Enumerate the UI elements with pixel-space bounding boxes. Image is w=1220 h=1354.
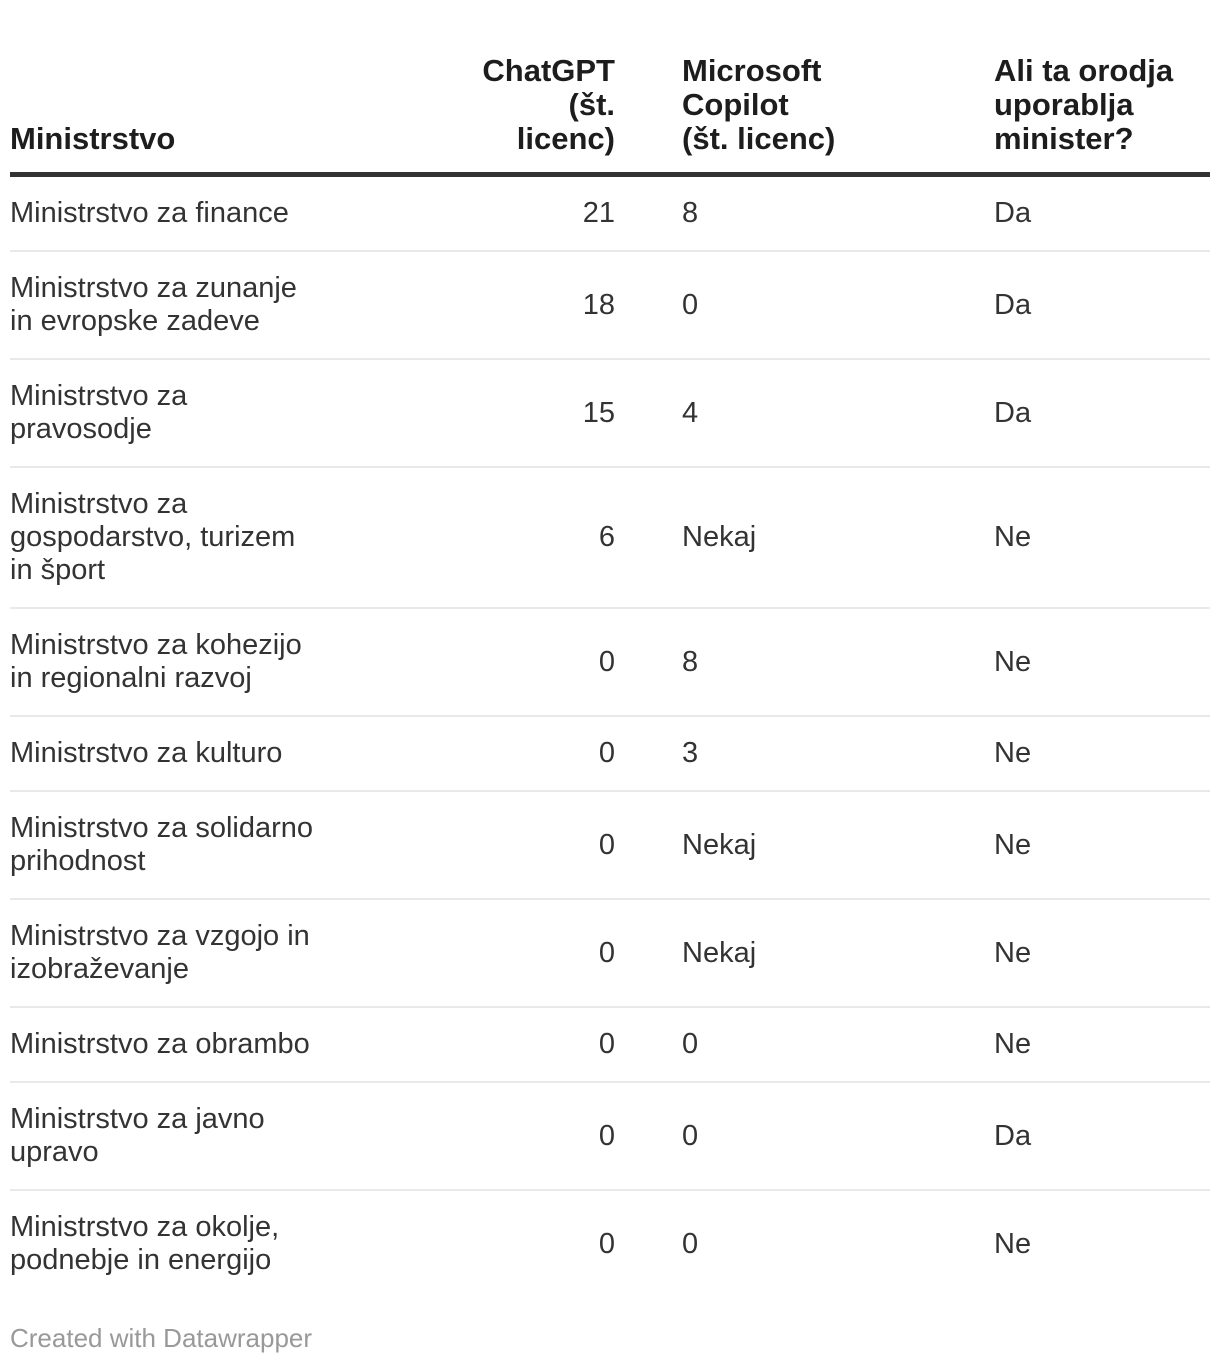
table-body: Ministrstvo za finance 21 8 Da Ministrst… bbox=[10, 175, 1210, 1298]
cell-chatgpt-license-count: 18 bbox=[582, 288, 615, 321]
cell-ministry-name: Ministrstvo za solidarno prihodnost bbox=[10, 812, 313, 877]
table-row: Ministrstvo za javno upravo 0 0 Da bbox=[10, 1082, 1210, 1190]
table-row: Ministrstvo za solidarno prihodnost 0 Ne… bbox=[10, 791, 1210, 899]
cell-copilot-license-count: 3 bbox=[682, 737, 699, 769]
cell-minister-uses-tools: Da bbox=[994, 396, 1032, 429]
cell-minister-uses-tools: Ne bbox=[994, 828, 1032, 861]
cell-ministry-name: Ministrstvo za obrambo bbox=[10, 1028, 310, 1060]
table-header: Ministrstvo ChatGPT (št. licenc) Microso… bbox=[10, 0, 1210, 177]
cell-copilot-license-count: 4 bbox=[682, 396, 699, 429]
cell-minister-uses-tools: Da bbox=[994, 288, 1032, 321]
cell-minister-uses-tools: Ne bbox=[994, 737, 1032, 769]
cell-ministry-name: Ministrstvo za finance bbox=[10, 197, 289, 229]
cell-ministry-name: Ministrstvo za javno upravo bbox=[10, 1103, 265, 1168]
table-row: Ministrstvo za kulturo 0 3 Ne bbox=[10, 716, 1210, 791]
cell-ministry-name: Ministrstvo za vzgojo in izobraževanje bbox=[10, 920, 310, 985]
cell-chatgpt-license-count: 6 bbox=[598, 521, 615, 553]
cell-minister-uses-tools: Ne bbox=[994, 1227, 1032, 1260]
cell-copilot-license-count: Nekaj bbox=[682, 521, 757, 553]
cell-chatgpt-license-count: 0 bbox=[598, 1119, 615, 1152]
table-row: Ministrstvo za vzgojo in izobraževanje 0… bbox=[10, 899, 1210, 1007]
cell-copilot-license-count: 0 bbox=[682, 1227, 699, 1260]
column-header-ministrstvo: Ministrstvo bbox=[10, 0, 450, 177]
table-row: Ministrstvo za kohezijo in regionalni ra… bbox=[10, 608, 1210, 716]
cell-chatgpt-license-count: 21 bbox=[582, 197, 615, 229]
cell-copilot-license-count: 8 bbox=[682, 645, 699, 678]
column-header-copilot-licenses: Microsoft Copilot (št. licenc) bbox=[615, 0, 927, 177]
cell-copilot-license-count: 0 bbox=[682, 288, 699, 321]
table-row: Ministrstvo za okolje, podnebje in energ… bbox=[10, 1190, 1210, 1297]
ministries-table: Ministrstvo ChatGPT (št. licenc) Microso… bbox=[10, 0, 1210, 1297]
cell-ministry-name: Ministrstvo za kohezijo in regionalni ra… bbox=[10, 629, 302, 694]
cell-minister-uses-tools: Da bbox=[994, 1119, 1032, 1152]
cell-minister-uses-tools: Ne bbox=[994, 1028, 1032, 1060]
column-header-chatgpt-licenses: ChatGPT (št. licenc) bbox=[450, 0, 615, 177]
table-row: Ministrstvo za pravosodje 15 4 Da bbox=[10, 359, 1210, 467]
cell-copilot-license-count: 8 bbox=[682, 197, 699, 229]
cell-ministry-name: Ministrstvo za pravosodje bbox=[10, 380, 188, 445]
cell-chatgpt-license-count: 0 bbox=[598, 1028, 615, 1060]
column-header-minister-usage: Ali ta orodja uporablja minister? bbox=[927, 0, 1210, 177]
table-row: Ministrstvo za zunanje in evropske zadev… bbox=[10, 251, 1210, 359]
cell-copilot-license-count: Nekaj bbox=[682, 936, 757, 969]
cell-ministry-name: Ministrstvo za gospodarstvo, turizem in … bbox=[10, 488, 296, 586]
cell-copilot-license-count: 0 bbox=[682, 1028, 699, 1060]
cell-ministry-name: Ministrstvo za okolje, podnebje in energ… bbox=[10, 1211, 280, 1276]
cell-copilot-license-count: 0 bbox=[682, 1119, 699, 1152]
cell-copilot-license-count: Nekaj bbox=[682, 828, 757, 861]
cell-chatgpt-license-count: 0 bbox=[598, 737, 615, 769]
table-row: Ministrstvo za obrambo 0 0 Ne bbox=[10, 1007, 1210, 1082]
table-row: Ministrstvo za gospodarstvo, turizem in … bbox=[10, 467, 1210, 608]
cell-chatgpt-license-count: 0 bbox=[598, 1227, 615, 1260]
cell-minister-uses-tools: Da bbox=[994, 197, 1032, 229]
cell-chatgpt-license-count: 0 bbox=[598, 936, 615, 969]
cell-chatgpt-license-count: 0 bbox=[598, 828, 615, 861]
cell-minister-uses-tools: Ne bbox=[994, 936, 1032, 969]
cell-ministry-name: Ministrstvo za kulturo bbox=[10, 737, 283, 769]
cell-minister-uses-tools: Ne bbox=[994, 521, 1032, 553]
cell-chatgpt-license-count: 0 bbox=[598, 645, 615, 678]
cell-ministry-name: Ministrstvo za zunanje in evropske zadev… bbox=[10, 272, 297, 337]
table-row: Ministrstvo za finance 21 8 Da bbox=[10, 175, 1210, 251]
header-row: Ministrstvo ChatGPT (št. licenc) Microso… bbox=[10, 0, 1210, 177]
cell-chatgpt-license-count: 15 bbox=[582, 396, 615, 429]
cell-minister-uses-tools: Ne bbox=[994, 645, 1032, 678]
datawrapper-credit-link[interactable]: Created with Datawrapper bbox=[10, 1323, 313, 1353]
